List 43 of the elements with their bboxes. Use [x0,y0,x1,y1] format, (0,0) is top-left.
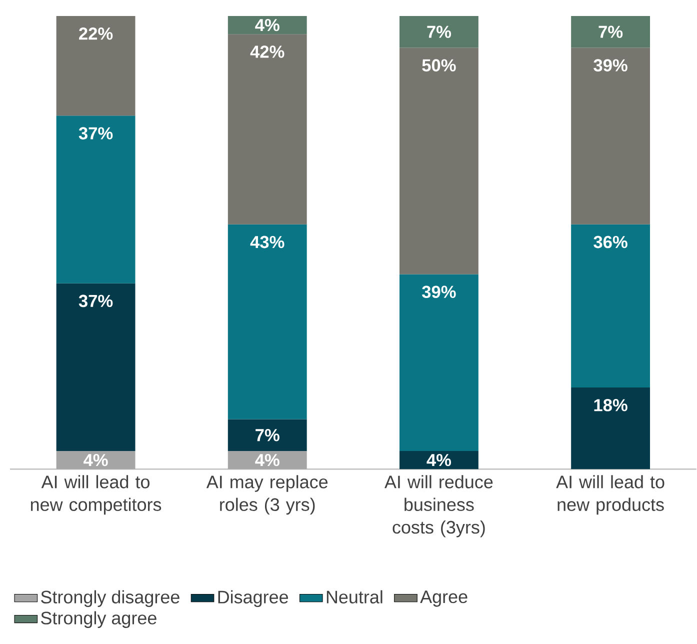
bar [571,16,650,48]
bar [228,16,307,34]
bar [399,48,478,274]
data-label: 43% [250,236,284,248]
data-label: 7% [256,429,280,442]
bar [228,419,307,452]
data-label: 39% [594,59,628,72]
bar [228,451,307,470]
data-label: 22% [79,28,113,40]
bar [571,224,650,388]
bar [399,16,478,48]
data-label: 36% [594,236,628,248]
data-label: 4% [426,454,452,466]
x-tick-label: AI will lead to new products [556,475,664,515]
data-label: 7% [427,26,452,38]
data-label: 37% [78,127,113,140]
bar [228,224,307,420]
x-tick-label: AI will reduce business costs (3yrs) [384,475,493,538]
bar [399,274,478,452]
legend-label: Disagree [218,590,288,608]
x-tick-label: AI will lead to new competitors [30,475,162,515]
legend-label: Strongly disagree [41,590,180,608]
data-label: 37% [78,294,113,308]
legend-label: Agree [420,590,468,607]
bar [228,34,307,225]
data-label: 50% [422,59,456,72]
bar [56,16,136,116]
bar [571,388,650,470]
data-label: 4% [84,454,108,466]
data-label: 7% [598,26,623,38]
bar [56,451,136,470]
legend-label: Neutral [326,590,382,604]
bar [56,283,136,452]
data-label: 18% [594,399,628,412]
legend-label: Strongly agree [41,611,156,628]
bar [399,451,478,470]
data-label: 4% [255,454,280,466]
data-label: 39% [422,286,456,298]
bar [56,116,136,284]
data-label: 42% [250,46,284,58]
data-label: 4% [255,19,280,32]
x-tick-label: AI may replace roles (3 yrs) [206,475,328,515]
bar [571,48,650,225]
